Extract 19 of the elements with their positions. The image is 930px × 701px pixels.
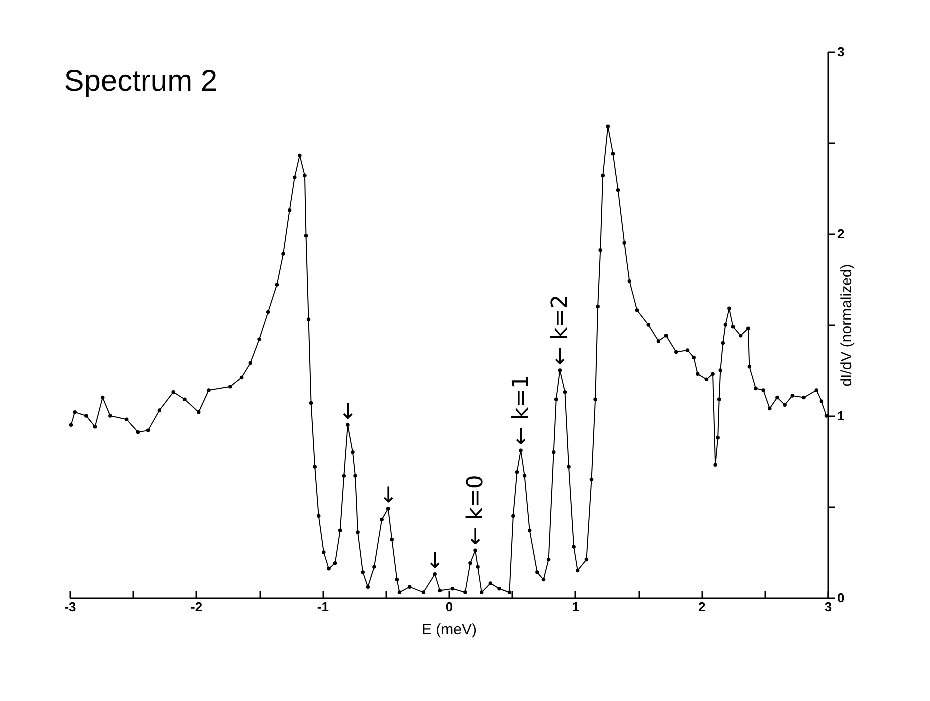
- y-axis-title: dI/dV (normalized): [838, 264, 856, 387]
- annotation: ←: [423, 550, 448, 570]
- y-tick-label: 2: [838, 226, 845, 242]
- annotation: ←: [376, 485, 402, 504]
- chart-title: Spectrum 2: [64, 65, 218, 98]
- x-axis-title: E (meV): [422, 622, 478, 638]
- x-tick-label: -2: [191, 600, 203, 614]
- annotation: ←: [336, 402, 361, 420]
- y-tick-label: 1: [838, 408, 845, 424]
- annotation: ← k=0: [464, 475, 489, 546]
- x-tick-label: 2: [698, 600, 706, 614]
- x-tick-label: 3: [824, 600, 832, 614]
- x-tick-label: -3: [64, 600, 76, 614]
- x-tick-label: -1: [317, 600, 329, 614]
- annotation: ← k=2: [548, 294, 574, 366]
- annotation: ← k=1: [509, 374, 534, 446]
- x-tick-label: 0: [446, 600, 454, 614]
- x-tick-label: 1: [572, 600, 580, 614]
- y-tick-label: 3: [838, 44, 845, 60]
